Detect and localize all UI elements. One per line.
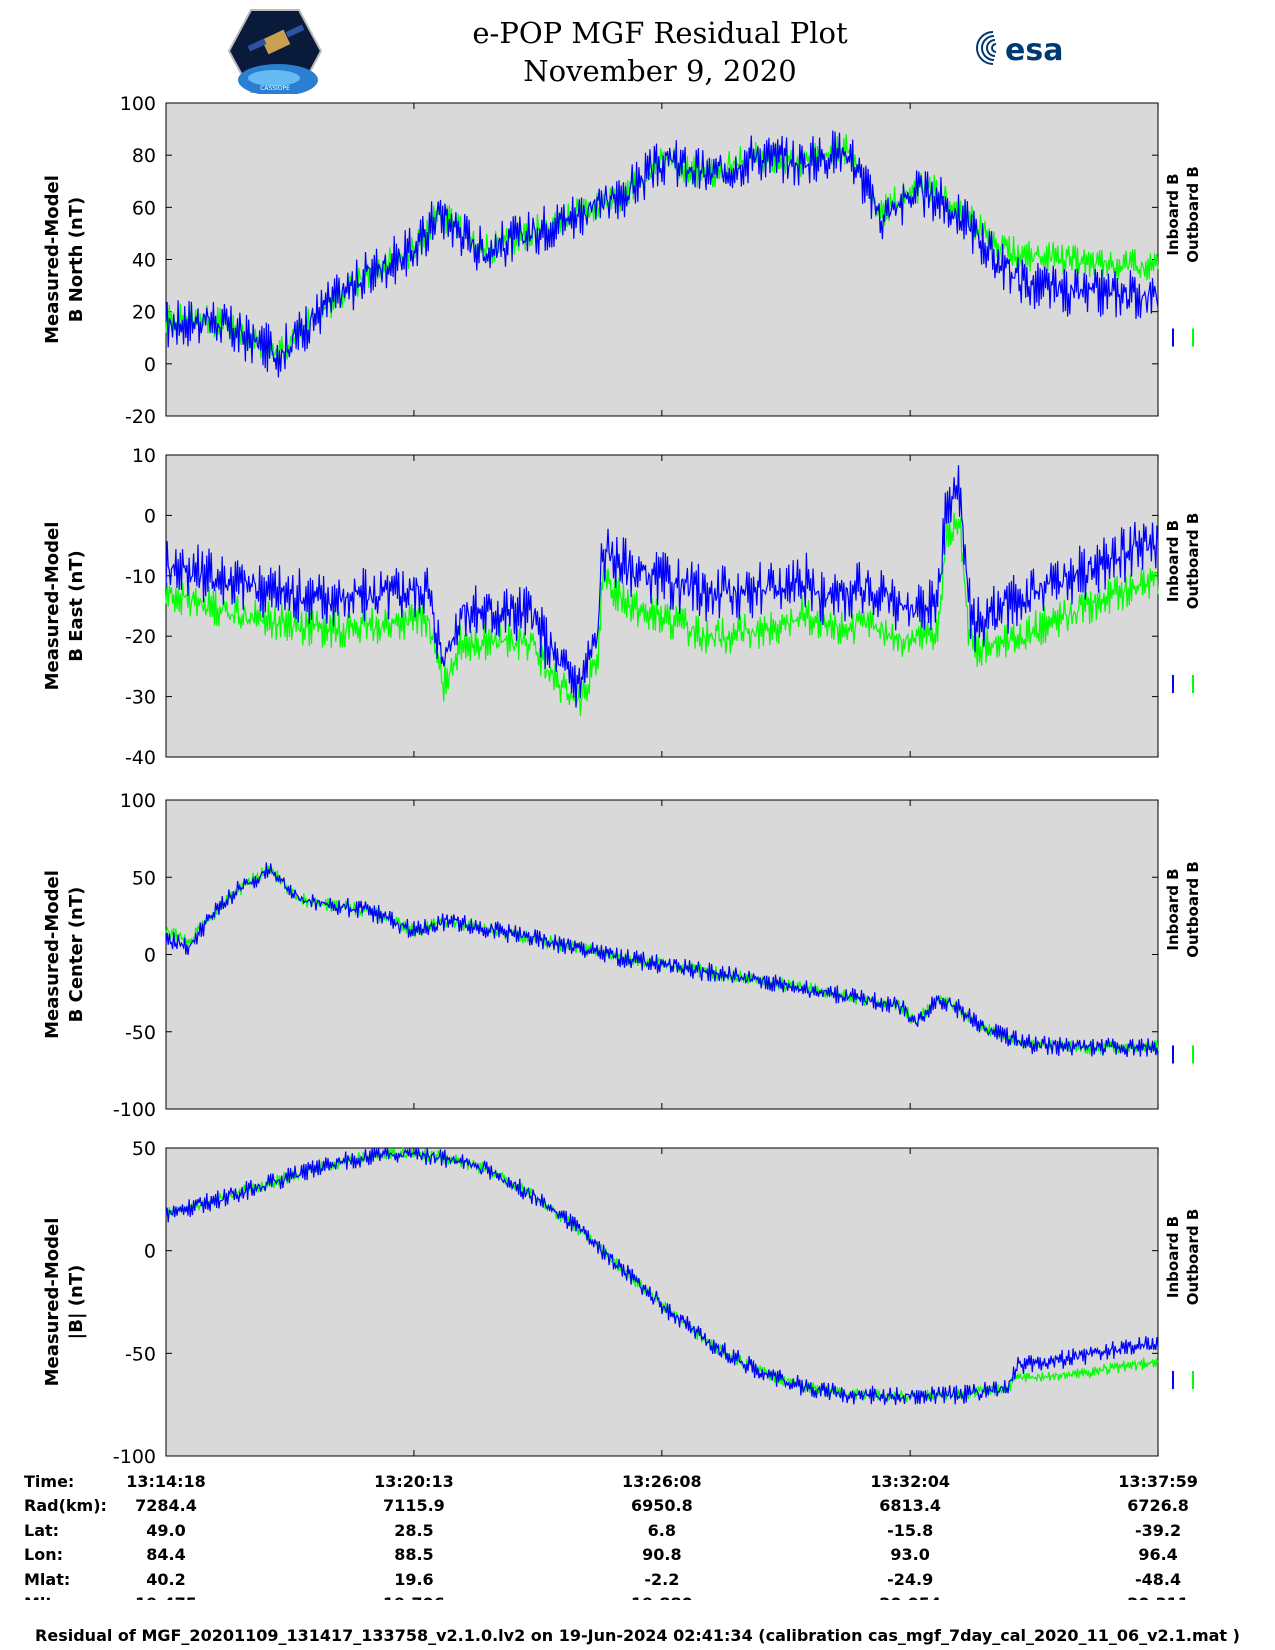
ephemeris-mlat-value: 40.2 [146, 1570, 185, 1589]
y-tick-label: 0 [144, 505, 156, 527]
series-line-inboard [165, 465, 1159, 708]
y-axis-label-line1: Measured-Model [42, 522, 63, 691]
ephemeris-lat-value: 28.5 [394, 1521, 433, 1540]
y-axis-label-line1: Measured-Model [42, 1218, 63, 1387]
ephemeris-mlat-value: -2.2 [644, 1570, 679, 1589]
y-tick-label: -50 [125, 1022, 156, 1044]
y-tick-label: 50 [132, 1138, 156, 1160]
ephemeris-rad-value: 6726.8 [1127, 1496, 1189, 1515]
ephemeris-row-label-lon: Lon: [24, 1545, 63, 1564]
series-line-outboard [165, 510, 1159, 717]
ephemeris-row-label-mlat: Mlat: [24, 1570, 70, 1589]
ephemeris-mlat-value: -48.4 [1135, 1570, 1181, 1589]
ephemeris-lat-value: -15.8 [887, 1521, 933, 1540]
y-tick-label: -20 [125, 626, 156, 648]
series-line-inboard [165, 1147, 1159, 1406]
series-line-inboard [165, 862, 1159, 1058]
y-tick-label: 100 [120, 790, 156, 812]
ephemeris-row-label-mlt: Mlt: [24, 1594, 59, 1600]
ephemeris-lon-value: 96.4 [1138, 1545, 1177, 1564]
legend-outboard-label: Outboard B [1184, 861, 1202, 958]
ephemeris-row-label-rad: Rad(km): [24, 1496, 107, 1515]
ephemeris-mlat-value: 19.6 [394, 1570, 433, 1589]
ephemeris-rad-value: 6813.4 [879, 1496, 941, 1515]
y-axis-label-line1: Measured-Model [42, 175, 63, 344]
y-axis-label-line2: B East (nT) [66, 550, 87, 662]
legend-inboard-label: Inboard B [1164, 868, 1182, 950]
ephemeris-rad-value: 6950.8 [631, 1496, 693, 1515]
series-line-inboard [165, 130, 1159, 378]
plot-area-4 [165, 1147, 1159, 1457]
footer-caption: Residual of MGF_20201109_131417_133758_v… [35, 1626, 1240, 1645]
y-tick-label: -100 [113, 1099, 156, 1121]
ephemeris-mlt-value: 20.311 [1127, 1594, 1189, 1600]
ephemeris-mlt-value: 19.475 [135, 1594, 197, 1600]
y-axis-label-line1: Measured-Model [42, 870, 63, 1039]
esa-logo: esa [975, 28, 1085, 77]
ephemeris-time-value: 13:26:08 [622, 1472, 702, 1491]
ephemeris-mlat-value: -24.9 [887, 1570, 933, 1589]
ephemeris-lon-value: 88.5 [394, 1545, 433, 1564]
legend-outboard-label: Outboard B [1184, 513, 1202, 610]
y-tick-label: 0 [144, 945, 156, 967]
y-tick-label: -40 [125, 747, 156, 769]
ephemeris-lat-value: -39.2 [1135, 1521, 1181, 1540]
y-tick-label: 0 [144, 354, 156, 376]
cassiope-logo: CASSIOPE [227, 8, 323, 99]
legend-inboard-label: Inboard B [1164, 520, 1182, 602]
ephemeris-rad-value: 7284.4 [135, 1496, 197, 1515]
ephemeris-lon-value: 84.4 [146, 1545, 185, 1564]
y-axis-label-line2: B Center (nT) [66, 887, 87, 1023]
plot-title: e-POP MGF Residual Plot [472, 16, 848, 50]
y-tick-label: -50 [125, 1343, 156, 1365]
y-tick-label: -20 [125, 406, 156, 428]
ephemeris-mlt-value: 20.054 [879, 1594, 941, 1600]
ephemeris-mlt-value: 19.706 [383, 1594, 445, 1600]
ephemeris-lon-value: 93.0 [890, 1545, 929, 1564]
ephemeris-lat-value: 49.0 [146, 1521, 185, 1540]
y-axis-label-line2: B North (nT) [66, 197, 87, 323]
plot-area-3 [165, 799, 1159, 1110]
ephemeris-lon-value: 90.8 [642, 1545, 681, 1564]
ephemeris-time-value: 13:37:59 [1118, 1472, 1198, 1491]
title-block: e-POP MGF Residual Plot November 9, 2020 [350, 14, 970, 90]
ephemeris-lat-value: 6.8 [648, 1521, 676, 1540]
ephemeris-time-value: 13:20:13 [374, 1472, 454, 1491]
y-tick-label: 10 [132, 445, 156, 467]
ephemeris-mlt-value: 19.880 [631, 1594, 693, 1600]
legend-inboard-label: Inboard B [1164, 173, 1182, 255]
y-tick-label: -10 [125, 566, 156, 588]
y-tick-label: -30 [125, 687, 156, 709]
y-tick-label: 80 [132, 145, 156, 167]
series-line-outboard [165, 134, 1159, 364]
y-tick-label: 100 [120, 93, 156, 115]
plot-date: November 9, 2020 [523, 54, 797, 88]
ephemeris-row-label-lat: Lat: [24, 1521, 59, 1540]
cassiope-logo-text: CASSIOPE [260, 85, 290, 92]
y-tick-label: 0 [144, 1241, 156, 1263]
y-tick-label: 20 [132, 302, 156, 324]
ephemeris-rad-value: 7115.9 [383, 1496, 445, 1515]
y-tick-label: -100 [113, 1446, 156, 1468]
legend-outboard-label: Outboard B [1184, 166, 1202, 263]
y-axis-label-line2: |B| (nT) [66, 1265, 87, 1340]
y-tick-label: 40 [132, 250, 156, 272]
y-tick-label: 60 [132, 197, 156, 219]
y-tick-label: 50 [132, 867, 156, 889]
ephemeris-time-value: 13:14:18 [126, 1472, 206, 1491]
legend-inboard-label: Inboard B [1164, 1216, 1182, 1298]
ephemeris-time-value: 13:32:04 [870, 1472, 950, 1491]
ephemeris-row-label-time: Time: [24, 1472, 74, 1491]
esa-logo-text: esa [1005, 33, 1063, 68]
legend-outboard-label: Outboard B [1184, 1209, 1202, 1306]
